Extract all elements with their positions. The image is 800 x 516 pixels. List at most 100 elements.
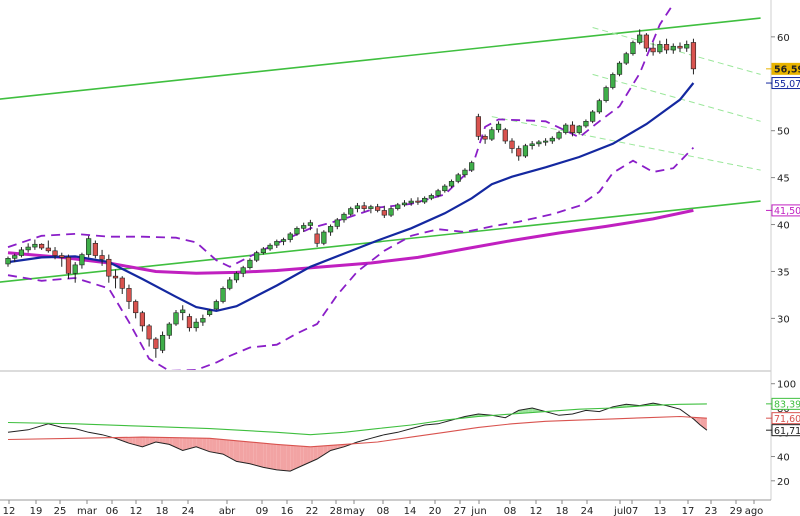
osc-fill-red: [132, 437, 136, 445]
candle-body: [12, 255, 18, 259]
candle-body: [287, 233, 293, 240]
xtick-label: 28: [330, 506, 343, 516]
candle-body: [401, 202, 408, 206]
trendline-projection_dashed-4: [491, 116, 761, 171]
osc-fill-red: [310, 446, 314, 462]
candle-body: [670, 45, 676, 51]
xtick-label: ago: [745, 506, 764, 516]
candle-body: [321, 231, 327, 244]
candle-body: [690, 42, 697, 70]
osc-fill-red: [196, 438, 200, 449]
osc-fill-red: [162, 437, 166, 444]
oscillator-line-0: [7, 402, 708, 472]
osc-fill-red: [317, 446, 321, 459]
xtick-label: 13: [654, 506, 667, 516]
candle-body: [274, 241, 280, 246]
osc-fill-red: [172, 437, 176, 448]
candle-body: [72, 264, 78, 274]
price-value-badge-label: 41,506: [774, 206, 800, 217]
xtick-label: 14: [404, 506, 417, 516]
xtick-label: 25: [54, 506, 67, 516]
candle-body: [368, 206, 374, 209]
osc-fill-red: [233, 440, 237, 462]
candle-body: [294, 227, 300, 235]
candle-body: [153, 338, 159, 349]
osc-fill-red: [135, 437, 140, 446]
osc-fill-red: [192, 438, 197, 448]
price-ytick-label: 60: [777, 33, 790, 44]
candle-body: [207, 310, 213, 315]
price-value-badge-label: 56,59: [774, 65, 800, 76]
osc-fill-red: [169, 437, 173, 446]
osc-fill-red: [320, 445, 324, 457]
xtick-label: 29: [730, 506, 743, 516]
osc-fill-red: [293, 445, 297, 470]
candle-body: [448, 181, 455, 187]
candle-body: [616, 62, 623, 75]
osc-fill-red: [202, 438, 207, 451]
xtick-label: 18: [556, 506, 569, 516]
trendline-channel_upper-0: [0, 17, 761, 100]
osc-fill-red: [189, 437, 193, 449]
candle-body: [630, 42, 636, 55]
osc-fill-red: [142, 437, 146, 447]
candle-body: [462, 169, 468, 176]
candle-body: [549, 137, 555, 142]
xtick-label: 18: [156, 506, 169, 516]
xtick-label: 12: [3, 506, 16, 516]
osc-fill-red: [176, 437, 180, 449]
candle-body: [18, 249, 25, 256]
osc-fill-red: [152, 437, 156, 444]
candle-body: [227, 279, 233, 289]
xtick-label: mar: [77, 506, 98, 516]
osc-value-badge-label: 71,603: [774, 414, 800, 425]
osc-fill-red: [216, 438, 220, 454]
candle-body: [341, 213, 347, 221]
osc-fill-red: [266, 443, 271, 469]
candle-body: [408, 200, 414, 204]
candle-body: [361, 205, 367, 209]
candle-body: [106, 258, 112, 277]
xtick-label: 19: [30, 506, 43, 516]
candle-body: [643, 34, 649, 49]
xtick-label: 12: [530, 506, 543, 516]
osc-value-badge-label: 61,710: [774, 426, 800, 437]
osc-fill-red: [303, 446, 308, 466]
candle-body: [307, 222, 314, 226]
osc-fill-red: [139, 437, 143, 447]
candle-body: [126, 288, 132, 302]
oscillator-layer: [7, 402, 708, 472]
candle-body: [254, 252, 260, 261]
trendline-channel_lower-1: [0, 200, 761, 283]
candle-body: [542, 140, 549, 143]
osc-fill-red: [280, 444, 284, 471]
candle-body: [388, 208, 394, 216]
osc-fill-green: [528, 407, 533, 413]
candle-body: [200, 318, 206, 323]
osc-fill-red: [212, 438, 217, 453]
osc-fill-red: [229, 440, 234, 460]
osc-fill-red: [283, 444, 287, 471]
candle-body: [422, 197, 428, 203]
osc-fill-red: [243, 441, 247, 464]
price-ytick-label: 35: [777, 267, 790, 278]
bollinger-lower-line: [7, 146, 695, 370]
osc-fill-red: [270, 443, 274, 470]
candle-body: [489, 129, 495, 140]
osc-fill-green: [522, 409, 526, 414]
candle-body: [435, 190, 441, 196]
osc-fill-red: [219, 439, 224, 455]
candle-body: [133, 301, 139, 314]
candle-body: [469, 162, 475, 171]
osc-fill-red: [290, 445, 294, 472]
candle-body: [59, 255, 65, 258]
osc-fill-red: [276, 444, 281, 471]
candle-body: [663, 44, 670, 51]
osc-fill-red: [179, 437, 183, 451]
osc-fill-red: [223, 439, 227, 456]
candle-body: [677, 45, 683, 49]
osc-value-badge-label: 83,399: [774, 400, 800, 411]
